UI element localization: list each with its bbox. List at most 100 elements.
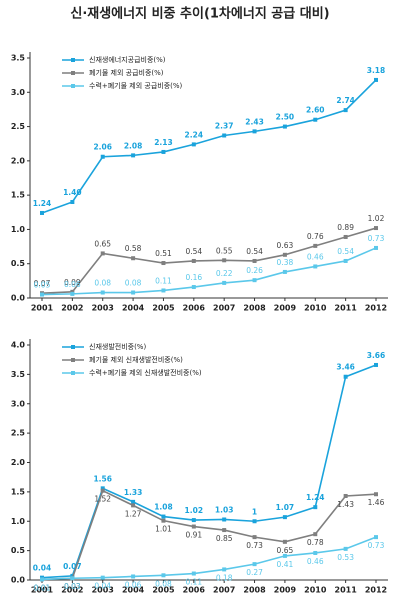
- y-tick-label: 1.0: [11, 225, 26, 234]
- x-tick-label: 2011: [335, 586, 358, 595]
- legend-marker: [71, 358, 75, 362]
- point-marker: [222, 517, 227, 522]
- y-tick-label: 0.5: [11, 259, 26, 268]
- series-line: [41, 536, 377, 581]
- point-marker: [374, 492, 378, 497]
- value-label: 2.50: [276, 113, 295, 122]
- value-label: 0.38: [277, 258, 294, 267]
- point-marker: [161, 514, 166, 519]
- value-label: 1.56: [93, 474, 112, 483]
- legend-label: 수력+폐기물 제외 신재생발전비중(%): [89, 368, 202, 377]
- point-marker: [161, 573, 166, 578]
- point-marker: [252, 535, 257, 540]
- point-marker: [191, 142, 196, 147]
- value-label: 2.60: [306, 106, 325, 115]
- value-label: 0.08: [94, 279, 111, 288]
- series-line: [41, 79, 377, 214]
- point-marker: [222, 528, 227, 533]
- value-label: 2.24: [185, 130, 204, 139]
- value-label: 0.26: [246, 266, 263, 275]
- value-label: 0.01: [34, 583, 51, 592]
- point-marker: [343, 374, 348, 379]
- point-marker: [282, 553, 287, 558]
- value-label: 0.73: [246, 541, 263, 550]
- point-marker: [313, 243, 318, 248]
- value-label: 0.22: [216, 269, 233, 278]
- point-marker: [343, 108, 348, 113]
- value-label: 1.43: [337, 500, 354, 509]
- value-label: 0.89: [337, 223, 354, 232]
- value-label: 0.03: [64, 582, 81, 591]
- point-marker: [161, 518, 166, 523]
- point-marker: [131, 290, 136, 295]
- point-marker: [191, 285, 196, 290]
- point-marker: [222, 258, 227, 263]
- y-tick-label: 2.0: [11, 156, 26, 165]
- y-tick-label: 1.0: [11, 517, 26, 526]
- x-tick-label: 2006: [183, 304, 206, 313]
- x-tick-label: 2008: [243, 586, 266, 595]
- value-label: 0.51: [155, 249, 172, 258]
- point-marker: [131, 499, 136, 504]
- point-marker: [252, 278, 257, 283]
- y-tick-label: 3.5: [11, 54, 26, 63]
- point-marker: [343, 493, 348, 498]
- legend-marker: [71, 371, 75, 375]
- point-marker: [70, 291, 75, 296]
- point-marker: [100, 486, 105, 491]
- point-marker: [70, 576, 75, 581]
- value-label: 0.04: [94, 582, 111, 591]
- point-marker: [40, 292, 44, 297]
- x-tick-label: 2005: [152, 304, 175, 313]
- value-label: 3.18: [367, 66, 386, 75]
- point-marker: [222, 133, 227, 138]
- value-label: 0.05: [34, 281, 51, 290]
- y-tick-label: 1.5: [11, 191, 26, 200]
- point-marker: [222, 567, 227, 572]
- value-label: 0.03: [64, 582, 81, 591]
- y-tick-label: 2.0: [11, 458, 26, 467]
- x-tick-label: 2002: [61, 304, 83, 313]
- point-marker: [282, 269, 287, 274]
- value-label: 1.27: [125, 509, 142, 518]
- series-line: [41, 364, 377, 579]
- value-label: 0.46: [307, 252, 324, 261]
- point-marker: [252, 129, 257, 134]
- y-tick-label: 0.0: [11, 576, 26, 585]
- point-marker: [313, 532, 318, 537]
- point-marker: [131, 574, 136, 579]
- point-marker: [222, 280, 227, 285]
- point-marker: [100, 575, 105, 580]
- value-label: 0.65: [94, 239, 111, 248]
- value-label: 0.65: [277, 546, 294, 555]
- value-label: 0.11: [185, 578, 202, 587]
- point-marker: [131, 153, 136, 158]
- x-tick-label: 2003: [92, 586, 114, 595]
- value-label: 1.02: [185, 506, 204, 515]
- value-label: 1.46: [368, 498, 385, 507]
- x-tick-label: 2012: [365, 586, 387, 595]
- x-tick-label: 2007: [213, 304, 235, 313]
- point-marker: [252, 562, 257, 567]
- value-label: 0.04: [33, 564, 52, 573]
- point-marker: [374, 245, 378, 250]
- value-label: 1.02: [368, 214, 385, 223]
- y-tick-label: 1.5: [11, 487, 26, 496]
- point-marker: [343, 546, 348, 551]
- value-label: 2.74: [336, 96, 355, 105]
- point-marker: [191, 571, 196, 576]
- x-tick-label: 2004: [122, 304, 145, 313]
- y-tick-label: 3.5: [11, 370, 26, 379]
- value-label: 0.54: [246, 247, 263, 256]
- point-marker: [343, 258, 348, 263]
- value-label: 3.46: [336, 363, 355, 372]
- x-tick-label: 2008: [243, 304, 266, 313]
- legend-label: 수력+폐기물 제외 공급비중(%): [89, 81, 183, 90]
- legend-marker: [71, 71, 75, 75]
- value-label: 0.73: [368, 541, 385, 550]
- value-label: 1.08: [154, 503, 173, 512]
- point-marker: [313, 117, 318, 122]
- point-marker: [191, 518, 196, 523]
- value-label: 0.54: [185, 247, 202, 256]
